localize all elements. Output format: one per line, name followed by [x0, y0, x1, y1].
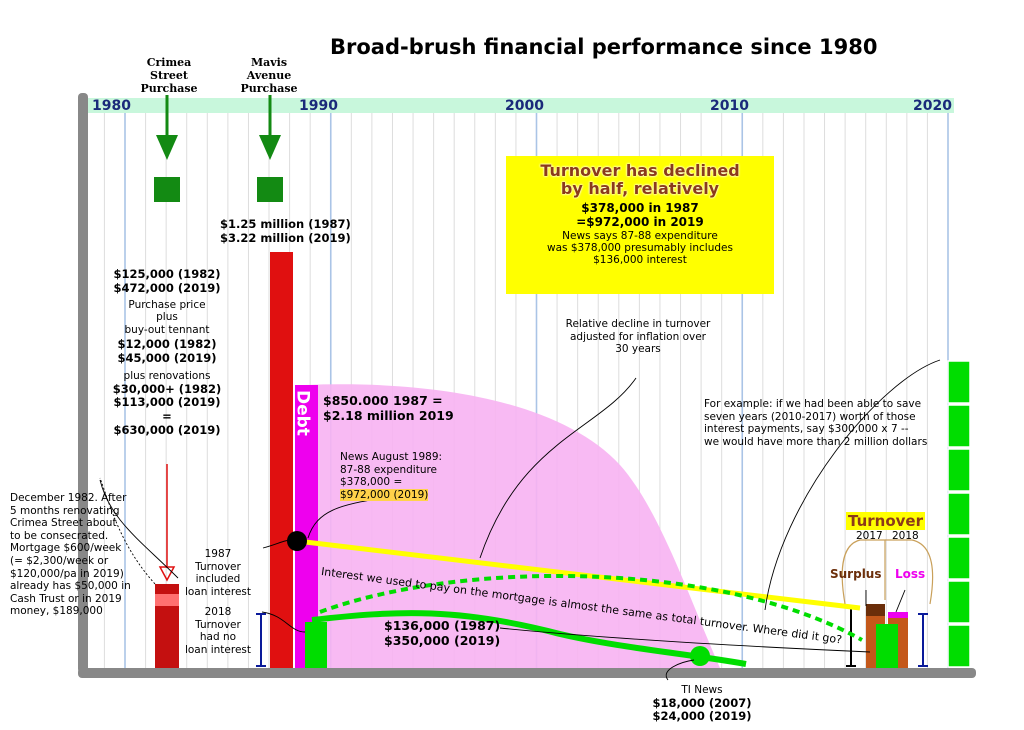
turnover-label: Turnover — [846, 512, 925, 530]
debt-label: Debt — [292, 390, 313, 436]
mavis-bar — [270, 252, 293, 668]
interest-bar-2018 — [876, 624, 898, 668]
mavis-purchase-marker — [257, 177, 283, 202]
annotation-connector — [479, 377, 637, 559]
surplus-segment — [866, 604, 885, 616]
interest-dashed-arc — [319, 573, 863, 642]
turnover-year-2018: 2018 — [892, 530, 919, 542]
frame-bottom — [78, 668, 976, 678]
surplus-label: Surplus — [830, 567, 882, 581]
savings-example-note: For example: if we had been able to save… — [704, 398, 928, 448]
interest-values: $136,000 (1987) $350,000 (2019) — [384, 618, 501, 648]
axis-label-2020: 2020 — [913, 98, 952, 114]
savings-stack-block — [947, 448, 971, 492]
relative-decline-note: Relative decline in turnover adjusted for… — [565, 318, 711, 356]
turnover-bracket-left — [841, 539, 886, 605]
crimea-purchase-marker — [154, 177, 180, 202]
savings-stack-block — [947, 580, 971, 624]
loss-label: Loss — [895, 567, 926, 581]
mavis-purchase-label: Mavis Avenue Purchase — [240, 56, 298, 96]
savings-stack-block — [947, 404, 971, 448]
ti-news: TI News $18,000 (2007) $24,000 (2019) — [652, 684, 752, 724]
mavis-value: $1.25 million (1987) $3.22 million (2019) — [220, 217, 351, 245]
december-note-connector — [99, 477, 156, 585]
news-1989-highlight: $972,000 (2019) — [340, 488, 429, 501]
debt-bar — [295, 385, 318, 668]
frame-left — [78, 93, 88, 673]
ti-news-point — [690, 646, 710, 666]
axis-label-2000: 2000 — [505, 98, 544, 114]
loss-segment — [888, 612, 908, 618]
axis-label-2010: 2010 — [710, 98, 749, 114]
axis-label-1990: 1990 — [299, 98, 338, 114]
savings-stack-block — [947, 492, 971, 536]
turnover-1987-point — [287, 531, 307, 551]
crimea-arrow-head — [156, 135, 178, 160]
annotation-connector — [499, 627, 871, 653]
annotation-connector — [895, 589, 906, 613]
crimea-purchase-label: Crimea Street Purchase — [140, 56, 198, 96]
annotation-connector — [261, 611, 306, 633]
savings-stack-block — [947, 536, 971, 580]
debt-value: $850.000 1987 = $2.18 million 2019 — [323, 393, 454, 423]
crimea-bar-band — [155, 594, 179, 606]
crimea-down-arrow-head — [158, 566, 176, 582]
turnover-decline-line — [296, 538, 861, 611]
interest-curve — [311, 610, 747, 667]
crimea-breakdown: $125,000 (1982) $472,000 (2019) Purchase… — [112, 267, 222, 437]
annotation-connector — [665, 659, 695, 681]
axis-strip — [88, 98, 954, 113]
annotation-connector — [262, 539, 291, 549]
annotation-connector — [99, 479, 179, 579]
savings-stack-block — [947, 360, 971, 404]
savings-stack-block — [947, 624, 971, 668]
news-1989: News August 1989: 87-88 expenditure $378,0… — [340, 451, 443, 501]
turnover-2018-note: 2018 Turnover had no loan interest — [184, 606, 252, 656]
axis-label-1980: 1980 — [92, 98, 131, 114]
debt-area — [305, 384, 720, 668]
turnover-year-2017: 2017 — [856, 530, 883, 542]
mavis-arrow-head — [259, 135, 281, 160]
turnover-bracket-right — [885, 539, 934, 605]
turnover-1987-note: 1987 Turnover included loan interest — [184, 548, 252, 598]
annotation-connector — [764, 359, 941, 611]
december-1982-note: December 1982. After 5 months renovating C… — [10, 492, 131, 618]
chart-title: Broad-brush financial performance since … — [330, 35, 878, 59]
interest-bar-1987 — [305, 622, 327, 668]
turnover-decline-box: Turnover has declined by half, relativel… — [506, 156, 774, 294]
